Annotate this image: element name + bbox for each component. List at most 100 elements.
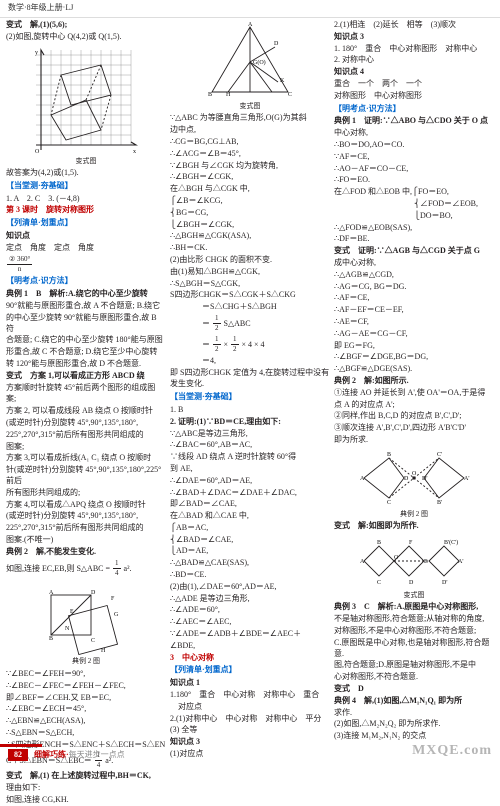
svg-text:B'(C'): B'(C')	[444, 539, 458, 546]
svg-text:D: D	[404, 476, 409, 482]
column-1: 变式 解,(1)(5,6); (2)如图,旋转中心 Q(4,2)或 Q(1,5)…	[6, 20, 166, 717]
c1-l8: 的中心至少旋转 90°就能与原图形重合,故 B 符	[6, 313, 166, 335]
c2-l12: ∴BH＝CK.	[170, 243, 330, 254]
c3-l18: ∴AG＝CG, BG＝DG.	[334, 282, 494, 293]
c3-l38: (3)连接 M₁M₂,N₁N₂ 的交点	[334, 731, 494, 742]
figure-triangle: A B C G(O) H D K	[170, 22, 330, 100]
c1-l6: ② 360° n	[6, 255, 166, 275]
c2-l29: ∴∠BAD＋∠DAC＝∠DAE＋∠DAC,	[170, 488, 330, 499]
c2-l46: (3) 全等	[170, 725, 330, 736]
c3-l4: 重合 一个 两个 一个	[334, 79, 494, 90]
page-number: 82	[8, 749, 28, 762]
c2-l4: ∴∠ACG＝∠B＝45°,	[170, 149, 330, 160]
c1-l4: 1. A 2. C 3. (－4,8)	[6, 194, 166, 205]
c3-ex4: 典例 4 解,(1)如图,△M₁N₁Q₁ 即为所	[334, 696, 494, 707]
svg-text:G: G	[114, 612, 119, 618]
c2-l19: ＝ 12 × 12 × 4 × 4	[170, 335, 330, 355]
c2-l23: 1. B	[170, 405, 330, 416]
svg-text:O: O	[394, 555, 399, 561]
c3-l13: ⎩DO＝BO,	[334, 211, 494, 222]
svg-text:x: x	[133, 149, 136, 155]
c3-l27: 点 A 的对应点 A';	[334, 400, 494, 411]
c1-l2: (2)如图,旋转中心 Q(4,2)或 Q(1,5).	[6, 32, 166, 43]
c3-l37: (2)如图,△M₂N₂Q₂ 即为所求作.	[334, 719, 494, 730]
c2-l38: ∴△ADE 是等边三角形,	[170, 594, 330, 605]
c1-l29: ∴△EBN≌△ECH(ASA),	[6, 716, 166, 727]
c2-l15: ∴S△BGH＝S△CGK,	[170, 279, 330, 290]
svg-text:D': D'	[442, 580, 447, 586]
c1-kp1: 知识点	[6, 231, 166, 242]
c1-l25: ∵∠BEC＝∠FEH＝90°,	[6, 669, 166, 680]
c3-sec1: 【明考点·识方法】	[334, 104, 494, 115]
c2-l45: 2.(1)对称中心 中心对称 对称中心 平分	[170, 714, 330, 725]
c2-l28: ∴∠DAE＝60°,AD＝AE,	[170, 476, 330, 487]
svg-text:B: B	[377, 540, 381, 546]
c2-l1: ∵△ABC 为等腰直角三角形,O(G)为其斜	[170, 113, 330, 124]
svg-text:B': B'	[437, 500, 442, 506]
c2-l17: ＝S△CHG＋S△BGH	[170, 302, 330, 313]
c2-l3: ∴CG＝BG,CG⊥AB,	[170, 137, 330, 148]
c3-l15: ∴DF＝BE.	[334, 234, 494, 245]
svg-text:O: O	[35, 149, 40, 155]
c1-l1: 变式 解,(1)(5,6);	[6, 20, 166, 31]
c3-l1: 2.(1)相连 (2)延长 相等 (3)顺次	[334, 20, 494, 31]
c3-l36: 求作.	[334, 708, 494, 719]
c2-l5: ∵∠BGH 与∠CGK 均为旋转角,	[170, 161, 330, 172]
c3-l35: 心对称图形,不符合题意.	[334, 672, 494, 683]
svg-text:G(O): G(O)	[253, 59, 266, 66]
c2-l20: ＝4,	[170, 356, 330, 367]
c1-ex1: 典例 1 B 解析:A.绕它的中心至少旋转	[6, 289, 166, 300]
svg-text:F: F	[409, 540, 413, 546]
c1-title1: 第 3 课时 旋转对称图形	[6, 205, 166, 216]
c2-sec2: 【列清单·划重点】	[170, 665, 330, 676]
c3-l2: 1. 180° 重合 中心对称图形 对称中心	[334, 44, 494, 55]
c3-l21: ∴AE＝CF,	[334, 317, 494, 328]
c2-l21: 即 S四边形CHGK 定值为 4,在旋转过程中没有	[170, 368, 330, 379]
svg-text:C: C	[387, 500, 391, 506]
svg-text:D: D	[91, 590, 96, 596]
svg-text:B: B	[208, 92, 212, 98]
svg-text:N: N	[65, 626, 70, 632]
c3-ex1: 典例 1 证明:∵△ABO 与△CDO 关于 O 点	[334, 116, 494, 127]
figure-squares: A D B C E G H N F	[6, 580, 166, 655]
c1-l7: 90°就能与原图形重合,故 A 不合题意; B.绕它	[6, 301, 166, 312]
c1-l13: 案;	[6, 394, 166, 405]
c2-l44: 对应点	[170, 702, 330, 713]
fraction-360-n: ② 360° n	[7, 255, 32, 275]
c3-l17: ∴△AGB≌△CGD,	[334, 270, 494, 281]
svg-text:B: B	[387, 452, 391, 458]
c3-ex3: 典例 3 C 解析:A.原图是中心对称图形,	[334, 602, 494, 613]
c2-l8: ⎧∠B＝∠KCG,	[170, 196, 330, 207]
c3-l16: 成中心对称,	[334, 258, 494, 269]
c3-l33: C.原图既是中心对称,也是轴对称图形,符合题意.	[334, 638, 494, 660]
c3-l31: 不是轴对称图形,符合题意;从轴对称的角度,	[334, 614, 494, 625]
c2-l31: 在△BAD 和△CAE 中,	[170, 511, 330, 522]
subject-label: 数学·8年级上册·LJ	[8, 3, 73, 12]
c1-l26: ∴∠BEC－∠FEC＝∠FEH－∠FEC,	[6, 681, 166, 692]
c1-l22: (或逆时针)分别旋转 45°,90°,135°,180°,	[6, 511, 166, 522]
svg-text:E: E	[70, 609, 74, 615]
caption-3: 变式图	[170, 102, 330, 111]
svg-text:A: A	[248, 22, 253, 28]
page-header: 数学·8年级上册·LJ	[0, 0, 500, 18]
c2-l22: 发生变化.	[170, 379, 330, 390]
c3-l5: 对称图形 中心对称图形	[334, 91, 494, 102]
c2-l32: ⎧AB＝AC,	[170, 523, 330, 534]
c1-l33: 如图,连接 CG,KH.	[6, 795, 166, 806]
c2-l33: ⎨∠BAD＝∠CAE,	[170, 535, 330, 546]
c3-l28: ②同样,作出 B,C,D 的对应点 B',C',D';	[334, 411, 494, 422]
svg-text:H: H	[226, 92, 231, 98]
c1-l3: 故答案为(4,2)或(1,5).	[6, 168, 166, 179]
svg-text:C: C	[377, 580, 381, 586]
c2-l36: ∴BD＝CE.	[170, 570, 330, 581]
c2-l35: ∴△BAD≌△CAE(SAS),	[170, 558, 330, 569]
c3-l29: ③顺次连接 A',B',C',D',四边形 A'B'C'D'	[334, 423, 494, 434]
c1-sec3: 【明考点·识方法】	[6, 276, 166, 287]
c1-l14: 方案 2, 可以看成线段 AB 绕点 O 按顺时针	[6, 406, 166, 417]
c3-l14: ∴△FOD≌△EOB(SAS),	[334, 223, 494, 234]
c3-l3: 2. 对称中心	[334, 55, 494, 66]
svg-text:A: A	[360, 559, 365, 565]
c3-l11: 在△FOD 和△EOB 中,⎧FO＝EO,	[334, 187, 494, 198]
c3-kp4: 知识点 4	[334, 67, 494, 78]
c3-var3: 变式 D	[334, 684, 494, 695]
